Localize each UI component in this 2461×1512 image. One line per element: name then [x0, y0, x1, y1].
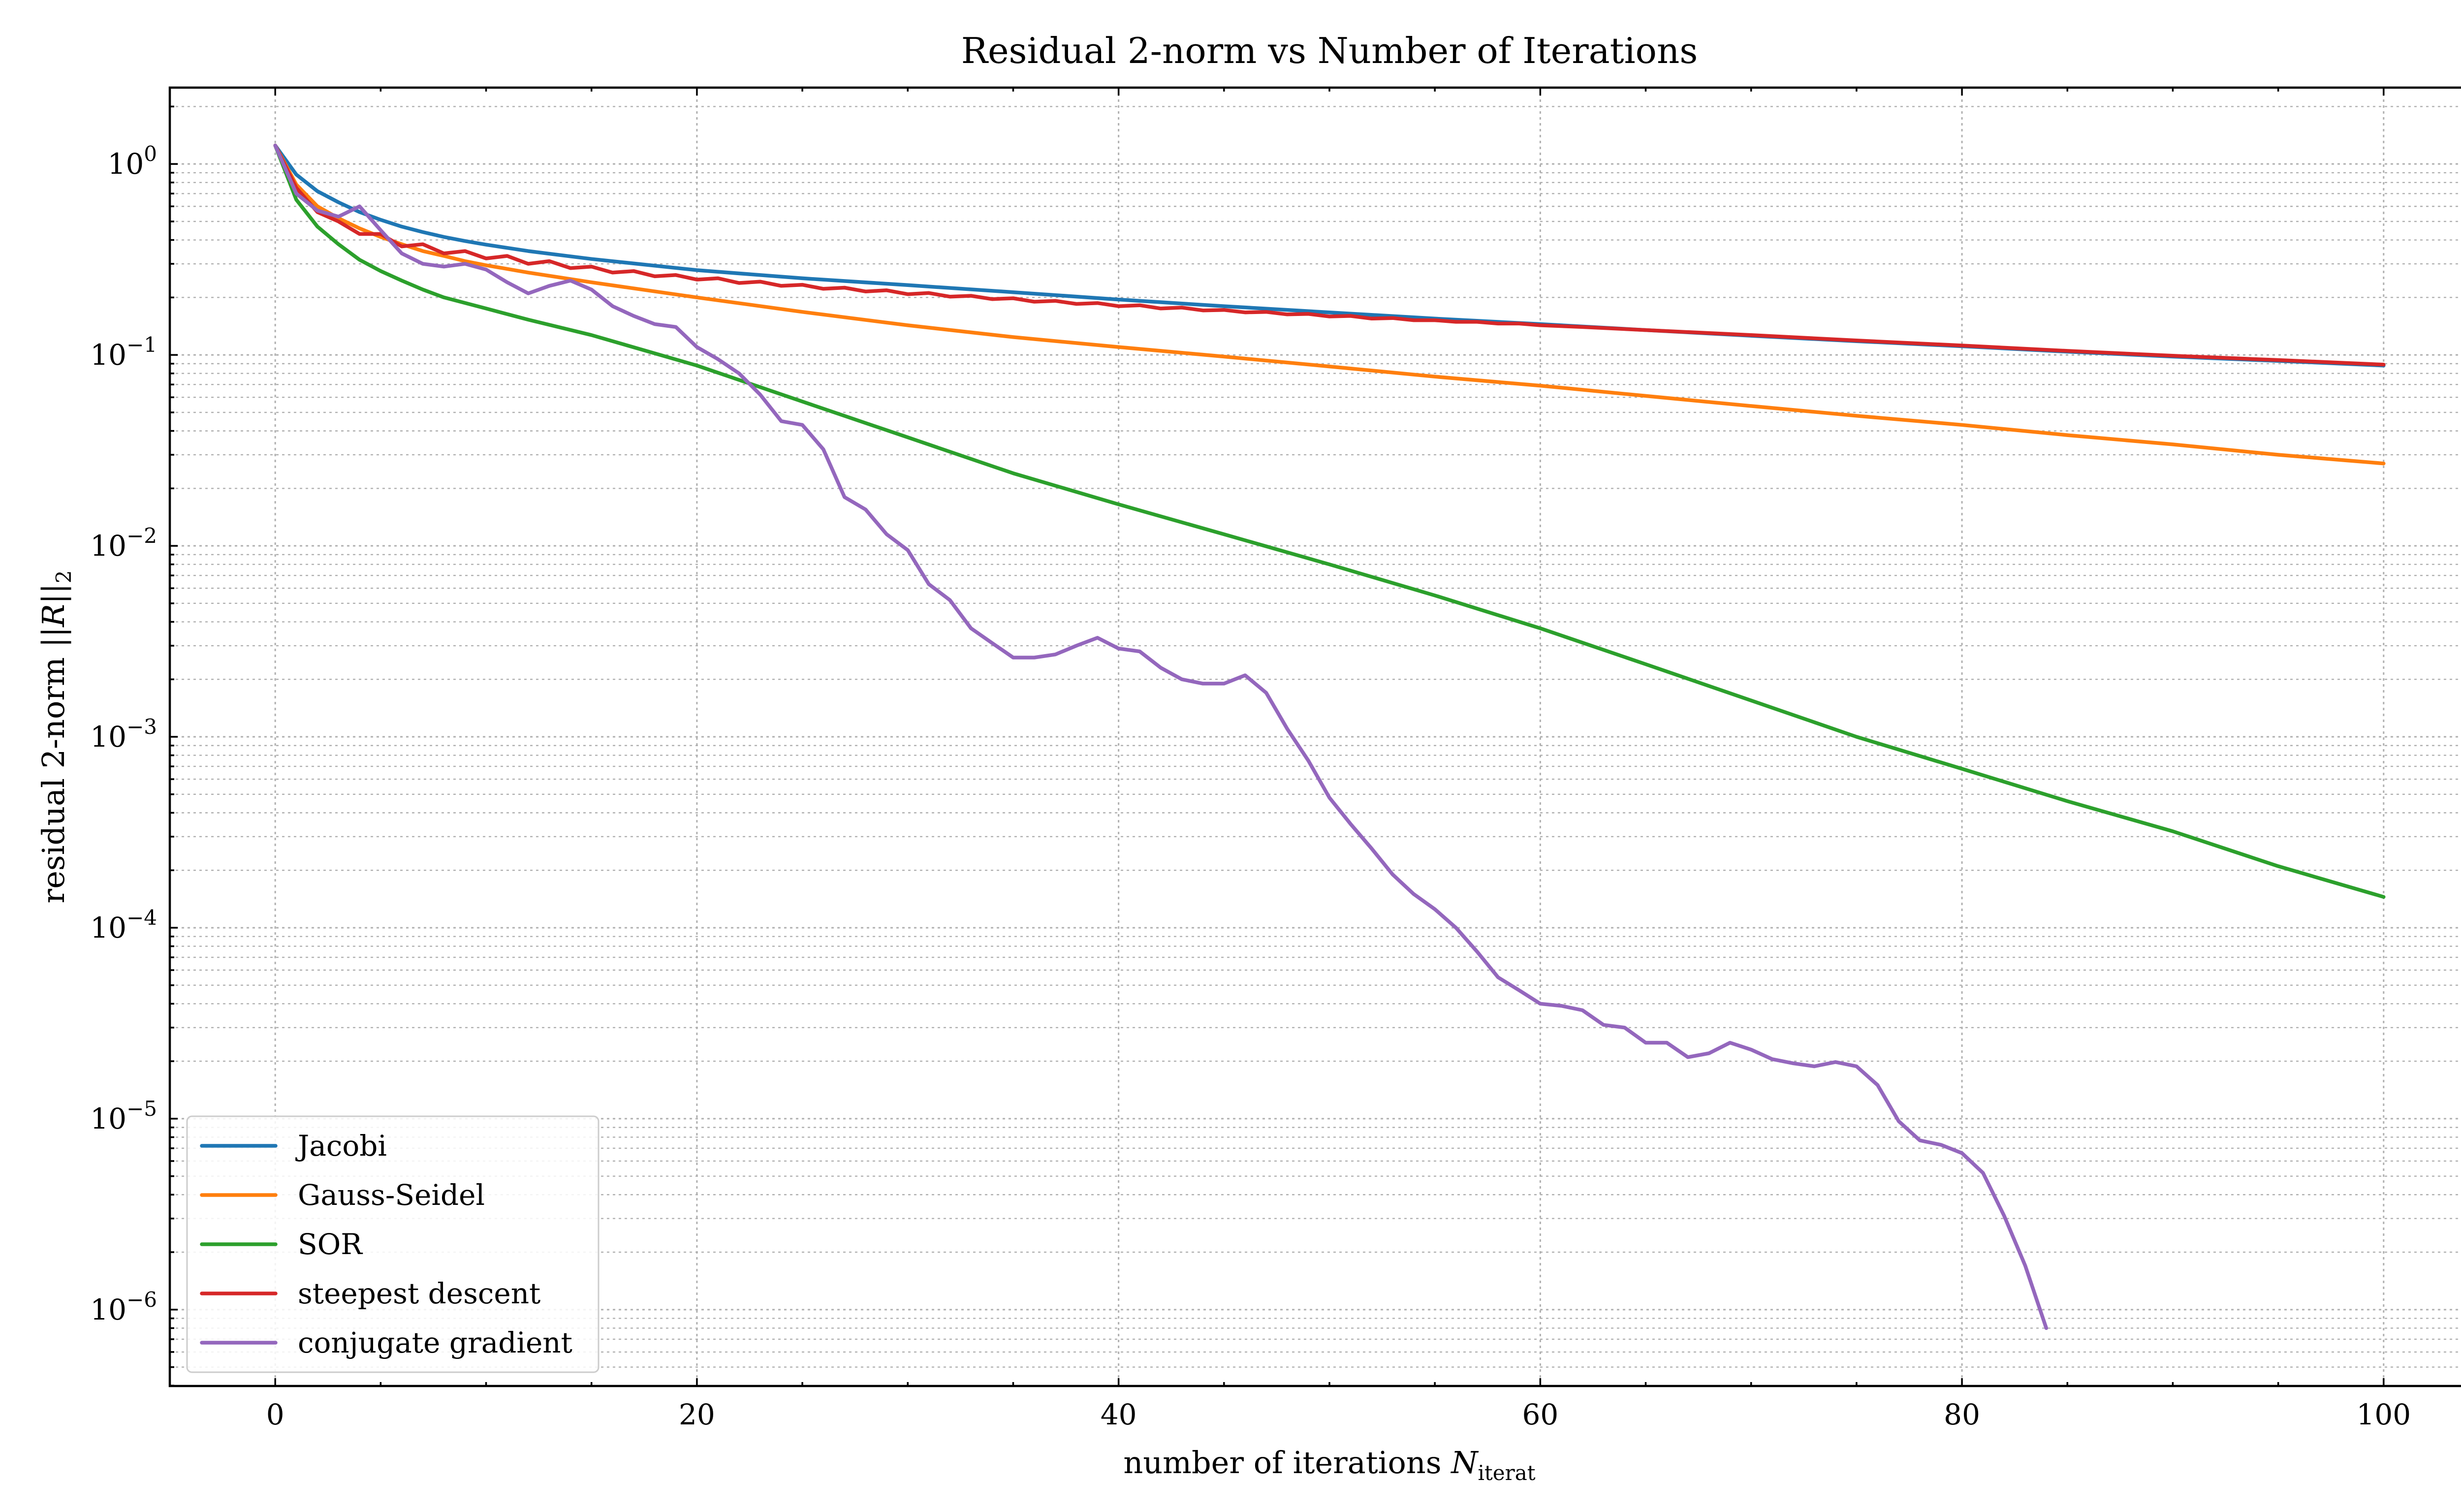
legend-label-jacobi: Jacobi: [295, 1129, 387, 1163]
y-tick-label-base: 10: [90, 1102, 126, 1135]
x-axis-label-var: N: [1450, 1445, 1479, 1480]
y-tick-label-base: 10: [90, 529, 126, 563]
y-tick-label: 10−6: [90, 1288, 157, 1326]
legend-label-steepest-descent: steepest descent: [298, 1277, 540, 1310]
legend-label-sor: SOR: [298, 1228, 363, 1261]
y-tick-label-base: 10: [90, 911, 126, 945]
y-tick-label-exponent: −6: [126, 1288, 157, 1312]
x-tick-label: 100: [2356, 1398, 2411, 1431]
y-tick-label-base: 10: [90, 720, 126, 754]
x-tick-label: 20: [679, 1398, 715, 1431]
legend: Jacobi Gauss-Seidel SOR steepest descent con…: [186, 1115, 599, 1373]
y-tick-label-base: 10: [90, 338, 126, 372]
y-tick-label-base: 10: [107, 147, 144, 181]
y-tick-label-exponent: −4: [126, 906, 157, 930]
y-tick-label-exponent: 0: [144, 142, 157, 166]
x-tick-label: 40: [1101, 1398, 1137, 1431]
series-line-conjugate-gradient: [273, 143, 2049, 1330]
y-axis-label-norm: ||R||: [35, 583, 71, 647]
x-tick-label: 60: [1522, 1398, 1558, 1431]
x-axis-label-text: number of iterations: [1123, 1445, 1451, 1480]
y-tick-label: 10−5: [90, 1097, 157, 1135]
legend-box: [186, 1115, 599, 1373]
y-tick-label-exponent: −2: [126, 524, 157, 548]
x-tick-label: 0: [266, 1398, 284, 1431]
y-tick-label-exponent: −5: [126, 1097, 157, 1121]
y-axis-label-text: residual 2-norm: [35, 648, 71, 904]
y-tick-label-exponent: −1: [126, 333, 157, 357]
y-tick-label: 100: [107, 142, 157, 181]
y-tick-label: 10−2: [90, 524, 157, 563]
x-axis-label-sub: iterat: [1478, 1461, 1536, 1485]
y-tick-label-base: 10: [90, 1293, 126, 1326]
x-axis-label: number of iterations Niterat: [1123, 1445, 1535, 1485]
legend-label-conjugate-gradient: conjugate gradient: [298, 1326, 572, 1359]
chart-title: Residual 2-norm vs Number of Iterations: [961, 30, 1698, 71]
data-series: [273, 143, 2386, 1330]
y-axis-label: residual 2-norm ||R||2: [35, 570, 76, 904]
legend-label-gauss-seidel: Gauss-Seidel: [298, 1178, 485, 1212]
y-tick-label: 10−3: [90, 715, 157, 754]
y-axis-label-sub: 2: [52, 570, 76, 584]
y-tick-label-exponent: −3: [126, 715, 157, 739]
series-line-steepest-descent: [273, 143, 2386, 367]
y-tick-label: 10−1: [90, 333, 157, 372]
series-line-sor: [273, 143, 2386, 899]
y-tick-label: 10−4: [90, 906, 157, 945]
plot-frame: [168, 86, 2461, 1387]
x-tick-label: 80: [1944, 1398, 1980, 1431]
